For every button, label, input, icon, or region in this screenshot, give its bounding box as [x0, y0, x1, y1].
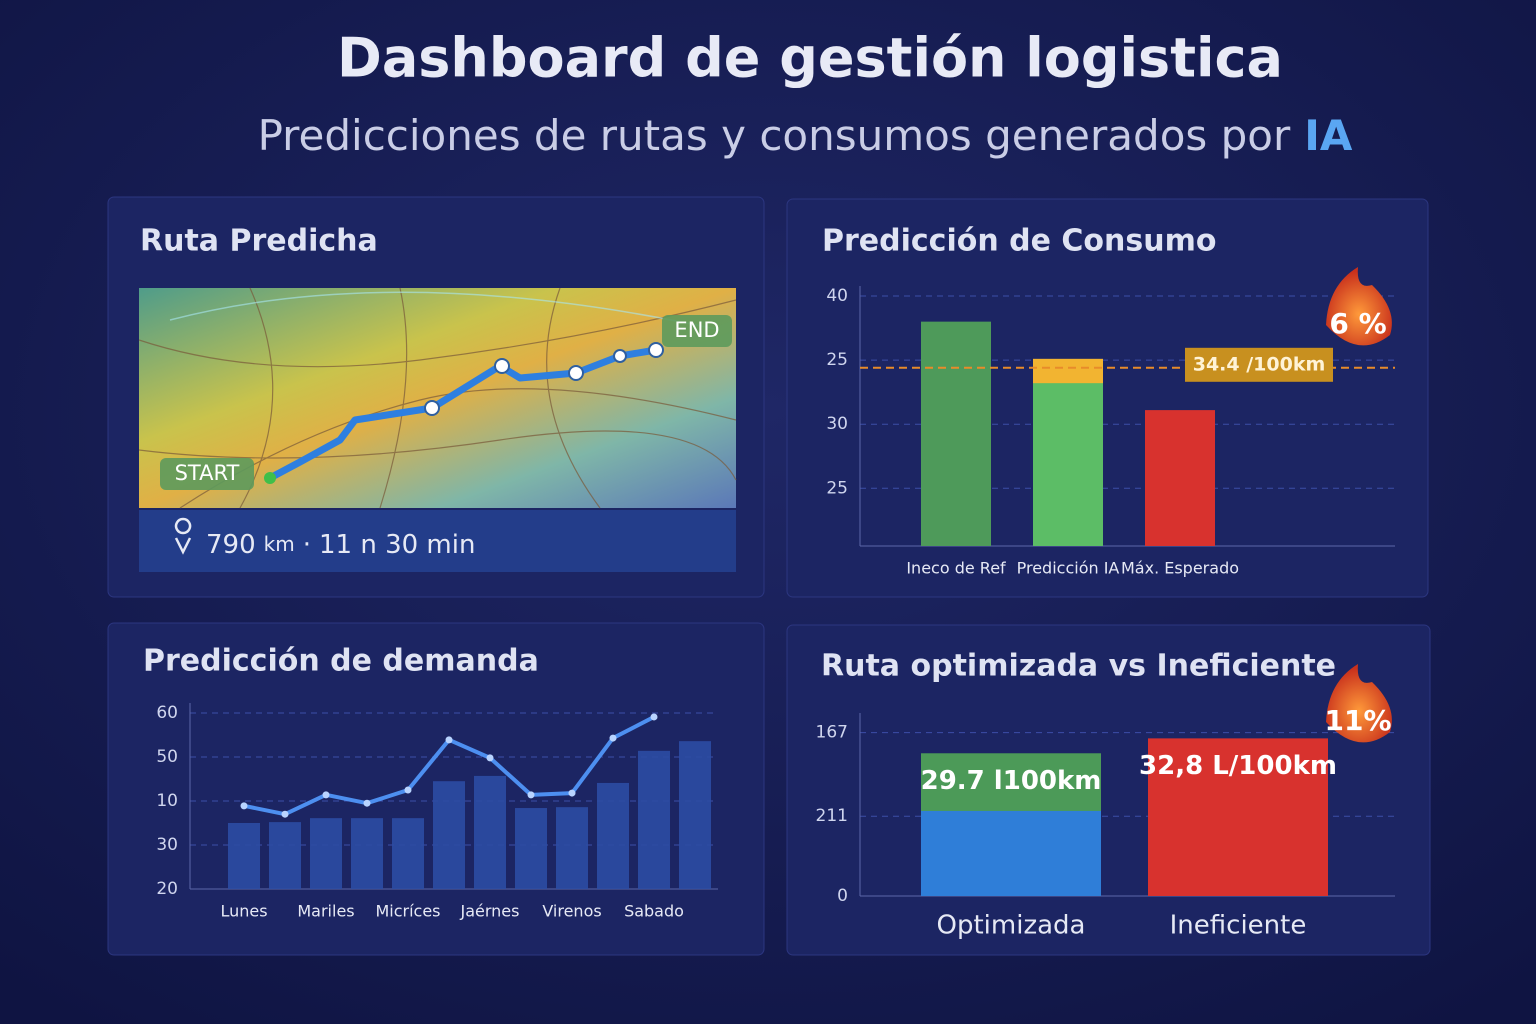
y-tick-label: 167	[816, 723, 848, 743]
map	[138, 287, 737, 509]
pin-icon	[174, 517, 192, 555]
bar	[310, 818, 342, 889]
panel-title: Predicción de Consumo	[822, 224, 1216, 259]
bar	[515, 808, 547, 889]
flame-icon	[1326, 664, 1392, 743]
bar-segment	[1033, 383, 1103, 546]
distance-unit: km	[264, 532, 295, 556]
x-tick-label: Lunes	[220, 902, 267, 921]
line-point	[609, 734, 617, 742]
x-tick-label: Virenos	[542, 902, 601, 921]
y-tick-label: 25	[826, 350, 848, 370]
panel-title: Predicción de demanda	[143, 644, 539, 679]
bar	[474, 775, 506, 889]
reference-label: 34.4 /100km	[1193, 353, 1326, 375]
separator: ·	[303, 530, 311, 560]
line-point	[486, 754, 494, 762]
badge: 6 %	[1329, 307, 1386, 340]
line-point	[568, 789, 576, 797]
value-label: 29.7 l100km	[921, 766, 1102, 796]
x-tick-label: Mariles	[297, 902, 354, 921]
line-point	[445, 736, 453, 744]
bar	[228, 823, 260, 889]
y-tick-label: 211	[816, 806, 848, 826]
reference-label-bg	[1185, 347, 1333, 382]
line-point	[363, 799, 371, 807]
x-tick-label: Máx. Esperado	[1121, 559, 1239, 578]
line-point	[281, 810, 289, 818]
line-point	[404, 786, 412, 794]
badge: 11%	[1324, 704, 1391, 737]
line-point	[650, 713, 658, 721]
title: Dashboard de gestión logistica	[337, 27, 1283, 90]
bar	[1145, 410, 1215, 546]
line-point	[240, 802, 248, 810]
x-tick-label: Ineco de Ref	[906, 559, 1006, 578]
y-tick-label: 20	[156, 879, 178, 899]
bar	[269, 822, 301, 889]
bar	[556, 807, 588, 889]
duration: 11 n 30 min	[319, 530, 475, 560]
x-tick-label: Predicción IA	[1017, 559, 1120, 578]
start-label: START	[175, 461, 240, 485]
bar	[597, 782, 629, 889]
bar	[1148, 738, 1328, 896]
subtitle-text: Predicciones de rutas y consumos generad…	[258, 111, 1291, 160]
y-tick-label: 10	[156, 791, 178, 811]
y-tick-label: 0	[837, 886, 848, 906]
bar	[433, 781, 465, 889]
panel-title: Ruta Predicha	[140, 224, 378, 259]
line-point	[527, 791, 535, 799]
value-label: 32,8 L/100km	[1139, 751, 1337, 781]
bar-segment	[921, 810, 1101, 896]
y-tick-label: 50	[156, 747, 178, 767]
route-info: 790 km · 11 n 30 min	[206, 530, 475, 560]
subtitle: Predicciones de rutas y consumos generad…	[258, 111, 1353, 160]
bar	[679, 741, 711, 889]
x-tick-label: Optimizada	[937, 911, 1086, 941]
subtitle-highlight: IA	[1304, 111, 1353, 160]
y-tick-label: 30	[826, 414, 848, 434]
panel	[786, 198, 1429, 598]
bar	[351, 818, 383, 889]
bar	[638, 750, 670, 889]
panel-title: Ruta optimizada vs Ineficiente	[821, 649, 1336, 684]
x-tick-label: Ineficiente	[1170, 911, 1307, 941]
x-tick-label: Sabado	[624, 902, 684, 921]
distance: 790	[206, 530, 256, 560]
x-tick-label: Micríces	[375, 902, 440, 921]
line-point	[322, 791, 330, 799]
y-tick-label: 60	[156, 703, 178, 723]
route-info-bar	[139, 510, 736, 572]
y-tick-label: 25	[826, 478, 848, 498]
flame-icon	[1326, 267, 1392, 346]
x-tick-label: Jaérnes	[460, 902, 520, 921]
y-tick-label: 40	[826, 286, 848, 306]
end-label: END	[674, 318, 719, 342]
y-tick-label: 30	[156, 835, 178, 855]
bar	[392, 818, 424, 889]
bar	[921, 321, 991, 546]
